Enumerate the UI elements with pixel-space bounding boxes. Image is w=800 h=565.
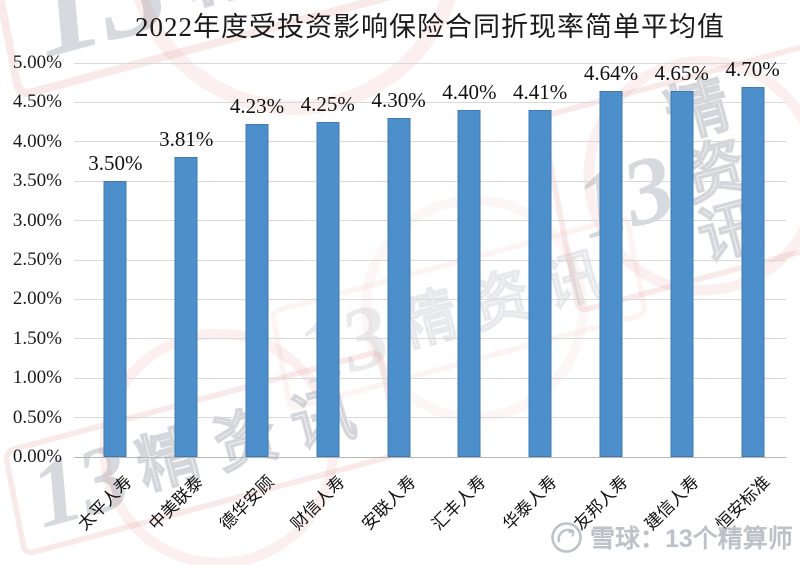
bar-column: 4.25% 财信人寿 xyxy=(287,63,363,534)
bar-value-label: 3.81% xyxy=(159,126,214,151)
y-tick-label: 3.00% xyxy=(12,209,62,231)
bar-column: 4.30% 安联人寿 xyxy=(358,63,434,534)
bar-value-label: 4.64% xyxy=(583,61,639,86)
x-category-label: 安联人寿 xyxy=(357,472,420,534)
y-tick-label: 2.50% xyxy=(12,249,62,270)
bar xyxy=(457,110,481,457)
y-tick-label: 5.00% xyxy=(12,52,62,73)
bar-value-label: 4.25% xyxy=(300,92,355,117)
gridline xyxy=(74,101,786,103)
y-tick-label: 0.50% xyxy=(12,406,62,428)
gridline xyxy=(74,259,786,261)
bar-value-label: 4.40% xyxy=(442,80,497,105)
gridline xyxy=(74,377,786,379)
bar xyxy=(387,118,411,457)
y-tick-label: 3.50% xyxy=(12,170,62,192)
gridline xyxy=(74,417,786,419)
bar-value-label: 4.23% xyxy=(229,93,285,118)
bar xyxy=(103,181,127,457)
bar-value-label: 4.65% xyxy=(654,60,709,85)
x-category-label: 太平人寿 xyxy=(74,472,137,534)
x-category-label: 汇丰人寿 xyxy=(428,472,491,534)
bar-column: 4.41% 华泰人寿 xyxy=(499,63,576,534)
gridline xyxy=(74,141,786,143)
bar-value-label: 4.70% xyxy=(725,56,780,81)
gridline xyxy=(74,62,786,64)
xueqiu-logo-icon xyxy=(551,521,582,553)
y-tick-label: 0.00% xyxy=(12,446,62,467)
bar-column: 3.50% 太平人寿 xyxy=(75,63,151,534)
plot-area: 3.50% 太平人寿 3.81% 中美联泰 4.23% 德华安顾 4.25% 财信人寿 4.30… xyxy=(74,58,788,534)
bar-column: 4.23% 德华安顾 xyxy=(216,63,293,534)
source-watermark-text: 雪球：13个精算师 xyxy=(590,525,793,553)
y-tick-label: 1.50% xyxy=(12,327,62,349)
bar xyxy=(528,109,552,457)
bar-column: 4.65% 建信人寿 xyxy=(641,60,717,534)
y-axis: 0.00% 0.50% 1.00% 1.50% 2.00% 2.50% 3.00% 3.50%… xyxy=(0,52,66,467)
source-watermark: 雪球：13个精算师 xyxy=(550,519,793,555)
bar xyxy=(670,90,694,457)
bar xyxy=(245,123,269,457)
x-category-label: 财信人寿 xyxy=(287,472,349,534)
bar-value-label: 3.50% xyxy=(88,151,143,176)
x-category-label: 中美联泰 xyxy=(145,472,207,534)
y-tick-label: 4.50% xyxy=(12,91,62,113)
bar xyxy=(174,156,198,457)
gridline xyxy=(74,180,786,182)
gridline xyxy=(74,298,786,300)
bar-columns: 3.50% 太平人寿 3.81% 中美联泰 4.23% 德华安顾 4.25% 财信人寿 4.30… xyxy=(75,58,788,534)
bar xyxy=(316,122,340,457)
bar-column: 3.81% 中美联泰 xyxy=(145,63,222,534)
gridline xyxy=(74,338,786,340)
bar xyxy=(599,91,623,457)
x-axis-line xyxy=(74,456,786,458)
bar xyxy=(741,86,765,457)
bar-column: 4.70% 恒安标准 xyxy=(712,58,788,534)
y-tick-label: 1.00% xyxy=(12,367,62,389)
bar-column: 4.40% 汇丰人寿 xyxy=(429,63,505,534)
chart-title: 2022年度受投资影响保险合同折现率简单平均值 xyxy=(135,12,725,42)
gridline xyxy=(74,220,786,222)
bar-value-label: 4.41% xyxy=(513,79,568,104)
y-tick-label: 4.00% xyxy=(12,130,62,152)
bar-value-label: 4.30% xyxy=(371,88,426,113)
x-category-label: 德华安顾 xyxy=(216,472,278,534)
y-tick-label: 2.00% xyxy=(12,288,62,310)
bar-column: 4.64% 友邦人寿 xyxy=(570,61,647,534)
